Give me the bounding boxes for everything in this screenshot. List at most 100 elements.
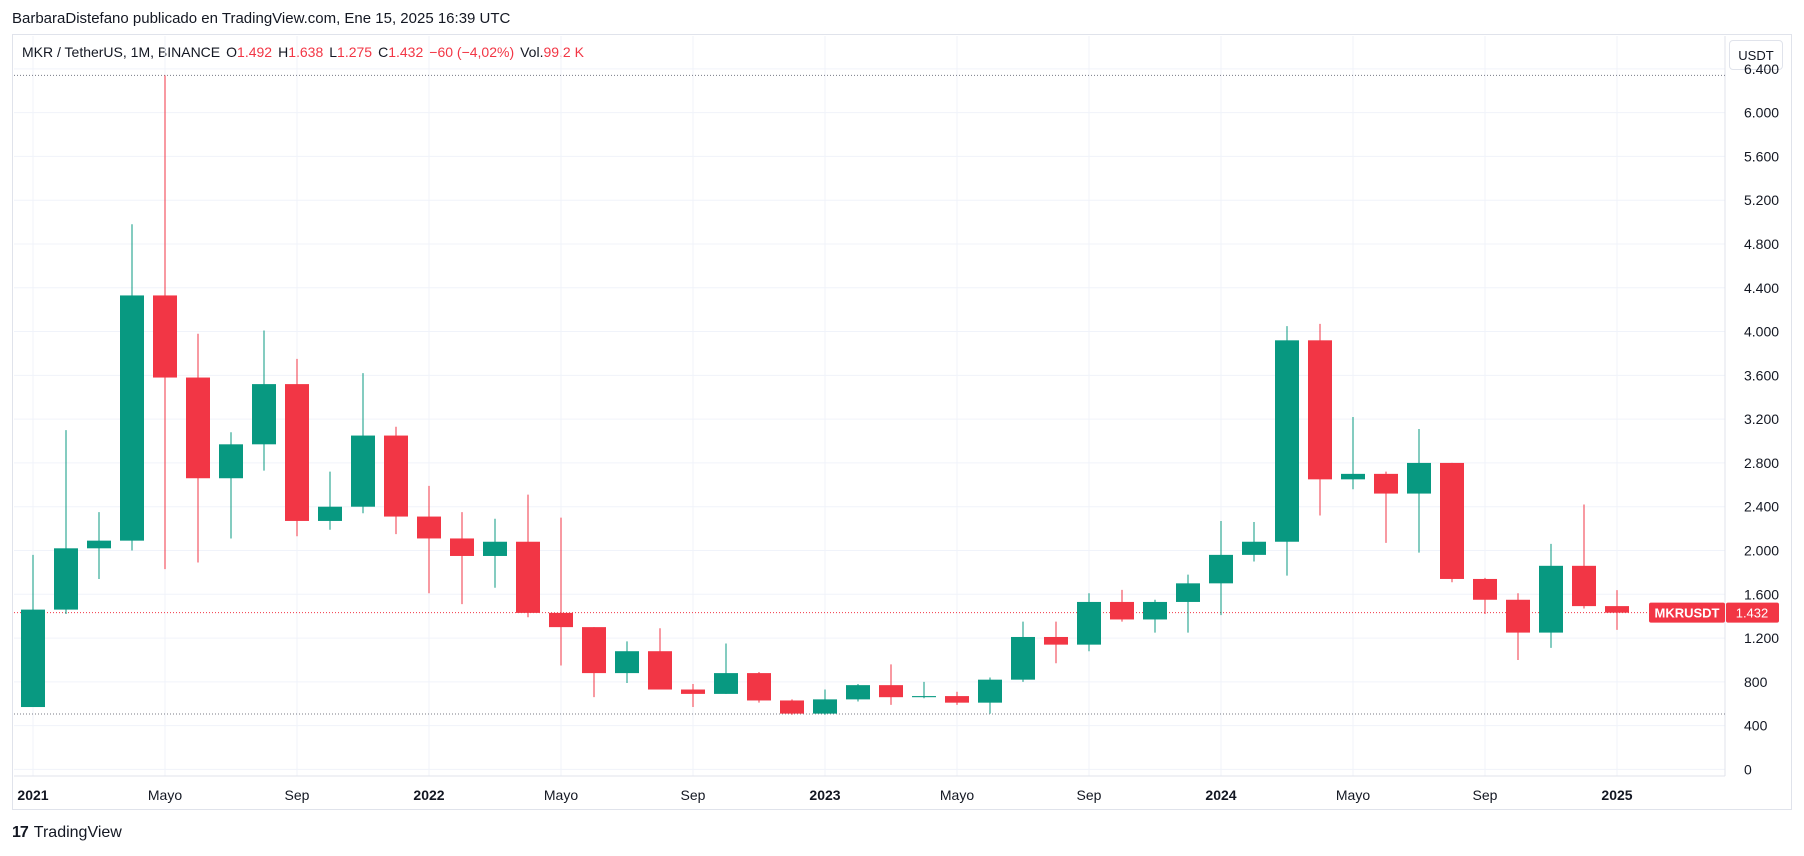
x-tick-label: Mayo: [940, 787, 974, 803]
candle-body: [912, 696, 936, 698]
candle-body: [978, 679, 1002, 703]
tradingview-logo-text: TradingView: [33, 824, 122, 841]
y-tick-label: 0: [1744, 761, 1752, 777]
candle-body: [1044, 636, 1068, 645]
candle-body: [1473, 578, 1497, 600]
y-tick-label: 5.600: [1744, 148, 1779, 164]
volume-label: Vol.: [520, 44, 544, 60]
candle-body: [483, 541, 507, 556]
last-price-label-bg: [1726, 602, 1779, 623]
y-tick-label: 4.000: [1744, 324, 1779, 340]
y-tick-label: 2.800: [1744, 455, 1779, 471]
candle-body: [450, 538, 474, 556]
x-tick-label: Sep: [1077, 787, 1102, 803]
candle-body: [1341, 473, 1365, 480]
candle-body: [219, 444, 243, 479]
x-tick-label: 2021: [17, 787, 48, 803]
candle-body: [1110, 601, 1134, 620]
candle-body: [1539, 565, 1563, 633]
candle-body: [945, 696, 969, 703]
candle-body: [516, 541, 540, 613]
x-tick-label: 2023: [809, 787, 840, 803]
candle-body: [1506, 599, 1530, 633]
currency-button[interactable]: USDT: [1729, 40, 1783, 70]
candle-body: [1275, 340, 1299, 542]
y-tick-label: 6.000: [1744, 105, 1779, 121]
x-tick-label: Sep: [1473, 787, 1498, 803]
candle-body: [252, 384, 276, 445]
candle-body: [1605, 606, 1629, 613]
candle-body: [549, 612, 573, 628]
y-tick-label: 4.400: [1744, 280, 1779, 296]
x-tick-label: 2025: [1601, 787, 1632, 803]
candle-body: [1407, 462, 1431, 494]
y-tick-label: 4.800: [1744, 236, 1779, 252]
candle-body: [1143, 601, 1167, 620]
candle-body: [615, 651, 639, 674]
candle-body: [54, 548, 78, 610]
candle-body: [1572, 565, 1596, 607]
symbol-price-label: MKRUSDT: [1655, 606, 1720, 621]
y-tick-label: 2.000: [1744, 542, 1779, 558]
candle-body: [153, 295, 177, 378]
x-tick-label: Mayo: [544, 787, 578, 803]
candle-body: [780, 700, 804, 714]
candle-body: [1011, 636, 1035, 680]
candle-body: [1176, 583, 1200, 602]
volume-value: 99,2 K: [543, 44, 584, 60]
open-value: 1.492: [237, 44, 273, 60]
y-tick-label: 400: [1744, 718, 1768, 734]
symbol-legend: MKR / TetherUS, 1M, BINANCE O1.492 H1.63…: [22, 44, 584, 60]
candle-body: [846, 685, 870, 700]
candle-body: [1308, 340, 1332, 480]
publication-header: BarbaraDistefano publicado en TradingVie…: [12, 10, 511, 27]
y-tick-label: 2.400: [1744, 499, 1779, 515]
candle-body: [384, 435, 408, 517]
x-tick-label: Sep: [681, 787, 706, 803]
candle-body: [714, 673, 738, 694]
y-tick-label: 3.600: [1744, 367, 1779, 383]
candle-body: [813, 699, 837, 714]
candle-body: [1374, 473, 1398, 494]
candle-body: [120, 295, 144, 541]
close-value: 1.432: [388, 44, 424, 60]
y-tick-label: 1.200: [1744, 630, 1779, 646]
y-tick-label: 3.200: [1744, 411, 1779, 427]
tradingview-logo-icon: 17: [12, 824, 29, 841]
candle-body: [186, 377, 210, 479]
candle-body: [285, 384, 309, 521]
chart-frame: [12, 34, 1792, 810]
x-tick-label: Mayo: [148, 787, 182, 803]
y-tick-label: 1.600: [1744, 586, 1779, 602]
tradingview-logo[interactable]: 17 TradingView: [12, 824, 122, 842]
candle-body: [681, 689, 705, 694]
symbol-name[interactable]: MKR / TetherUS, 1M, BINANCE: [22, 44, 221, 60]
low-label: L: [329, 44, 338, 60]
candle-body: [351, 435, 375, 507]
close-label: C: [378, 44, 389, 60]
candle-body: [648, 651, 672, 690]
y-tick-label: 800: [1744, 674, 1768, 690]
high-label: H: [278, 44, 289, 60]
x-tick-label: 2022: [413, 787, 444, 803]
candle-body: [879, 685, 903, 698]
symbol-price-label-bg: [1649, 602, 1725, 623]
candle-body: [21, 609, 45, 708]
last-price-label: 1.432: [1736, 606, 1769, 621]
candle-body: [1077, 601, 1101, 645]
y-tick-label: 5.200: [1744, 192, 1779, 208]
x-tick-label: 2024: [1205, 787, 1236, 803]
candle-body: [318, 506, 342, 521]
y-tick-label: 6.400: [1744, 61, 1779, 77]
candle-body: [1242, 541, 1266, 555]
x-tick-label: Sep: [285, 787, 310, 803]
candle-body: [87, 540, 111, 549]
open-label: O: [226, 44, 238, 60]
candle-body: [1209, 554, 1233, 584]
low-value: 1.275: [337, 44, 373, 60]
candle-body: [747, 673, 771, 701]
candle-body: [582, 627, 606, 674]
candle-body: [417, 516, 441, 539]
candle-body: [1440, 462, 1464, 579]
